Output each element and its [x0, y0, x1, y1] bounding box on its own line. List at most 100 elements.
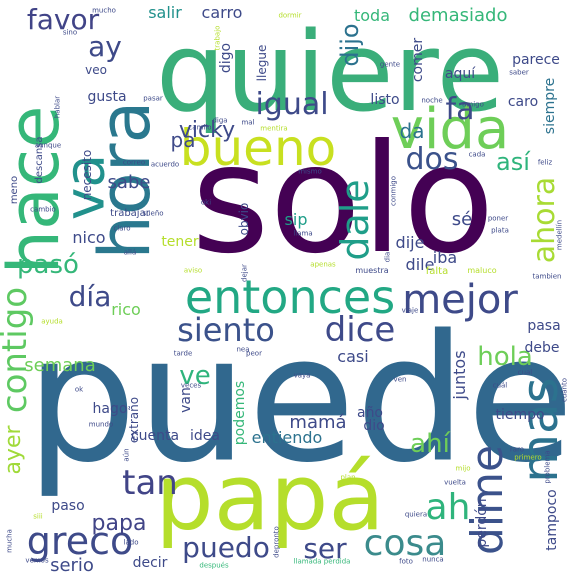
word-vicky: vicky: [178, 118, 236, 143]
word-camilo: camilo: [188, 123, 212, 132]
word-demasiado: demasiado: [408, 5, 508, 26]
word-dio: dio: [363, 418, 385, 434]
word-aviso: aviso: [183, 266, 203, 275]
word-cual: cual: [517, 368, 533, 377]
word-cambio: cambio: [30, 205, 56, 214]
word-nunca: nunca: [422, 555, 444, 564]
word-quiera: quiera: [404, 510, 428, 519]
word-caro: caro: [507, 94, 539, 110]
word-aún: aún: [122, 448, 131, 462]
word-oki: oki: [200, 198, 212, 207]
word-contigo: contigo: [0, 286, 35, 414]
word-van: van: [178, 387, 194, 413]
word-veo: veo: [85, 63, 107, 77]
word-ahí: ahí: [410, 429, 450, 459]
word-llamada-perdida: llamada perdida: [293, 557, 351, 566]
word-foto: foto: [399, 557, 413, 566]
word-cuenta: cuenta: [130, 428, 180, 444]
word-semana: semana: [24, 355, 96, 376]
word-serio: serio: [50, 555, 94, 576]
word-nico: nico: [72, 228, 106, 247]
word-siempre: siempre: [542, 77, 558, 135]
word-da: da: [399, 119, 425, 143]
word-vida: vida: [390, 97, 510, 162]
word-vuelta: vuelta: [444, 478, 466, 487]
word-fa: fa: [445, 92, 475, 127]
word-dia: dia: [383, 251, 392, 263]
word-meno: meno: [9, 175, 20, 205]
word-veces: veces: [180, 381, 202, 390]
word-dale: dale: [333, 179, 377, 261]
word-cosa: cosa: [363, 523, 447, 564]
word-sabe: sabe: [107, 172, 151, 193]
word-entiendo: entiendo: [251, 428, 323, 447]
word-salir: salir: [148, 3, 182, 22]
word-diga: diga: [212, 116, 228, 125]
word-mundo: mundo: [88, 420, 114, 429]
word-ok: ok: [74, 385, 84, 394]
word-pa: pa: [170, 128, 196, 152]
word-muestra: muestra: [355, 266, 389, 275]
word-trabajar: trabajar: [110, 208, 150, 219]
word-idea: idea: [190, 428, 220, 444]
word-dijo: dijo: [336, 23, 364, 67]
word-greco: greco: [26, 519, 134, 563]
word-dormir: dormir: [278, 11, 302, 20]
word-tiempo: tiempo: [495, 407, 545, 423]
word-puede: puede: [25, 298, 575, 502]
word-vaya: vaya: [293, 371, 311, 380]
word-mismo: mismo: [298, 167, 322, 176]
word-aquí: aquí: [444, 66, 476, 82]
word-dejar: dejar: [240, 264, 249, 282]
word-mamá: mamá: [289, 412, 347, 433]
word-llama: llama: [293, 229, 313, 238]
word-casi: casi: [337, 347, 369, 366]
word-bueno: bueno: [179, 119, 337, 177]
word-ven: ven: [393, 375, 407, 384]
word-día: día: [68, 280, 112, 313]
word-pasar: pasar: [143, 94, 163, 103]
word-papá: papá: [155, 444, 385, 551]
word-necesito: necesito: [80, 149, 94, 201]
word-mijo: mijo: [455, 464, 471, 473]
word-amigo: amigo: [462, 100, 484, 109]
word-después: después: [199, 561, 229, 570]
word-ayuda: ayuda: [41, 317, 63, 326]
word-juntos: juntos: [450, 350, 469, 400]
word-tampoco: tampoco: [544, 489, 560, 551]
word-sueño: sueño: [142, 209, 164, 218]
word-obvio: obvio: [237, 202, 251, 236]
word-igual: igual: [255, 87, 329, 122]
word-maluco: maluco: [467, 266, 497, 275]
word-ay: ay: [88, 30, 122, 63]
word-pasó: pasó: [17, 250, 79, 280]
word-podemos: podemos: [232, 380, 248, 446]
word-así: así: [496, 148, 530, 176]
word-saber: saber: [509, 68, 529, 77]
word-gente: gente: [379, 60, 401, 69]
word-listo: listo: [370, 92, 400, 108]
word-medellín: medellín: [555, 219, 564, 251]
word-mejor: mejor: [402, 277, 518, 323]
word-vemos: vemos: [25, 556, 49, 565]
word-mentira: mentira: [260, 124, 288, 133]
word-viaje: viaje: [401, 306, 419, 315]
word-rico: rico: [111, 300, 141, 319]
word-toda: toda: [353, 6, 391, 25]
word-poner: poner: [487, 214, 509, 223]
word-allá: allá: [123, 248, 137, 257]
word-claro: claro: [113, 224, 131, 233]
word-cuál: cuál: [492, 381, 508, 390]
word-entonces: entonces: [184, 270, 396, 324]
word-dile: dile: [405, 255, 435, 274]
word-hola: hola: [477, 342, 533, 372]
word-nea: nea: [236, 345, 250, 354]
word-acuerdo: acuerdo: [150, 160, 180, 169]
word-apenas: apenas: [310, 260, 336, 269]
word-papa: papa: [91, 511, 147, 536]
word-puedo: puedo: [182, 531, 270, 564]
word-peor: peor: [246, 349, 262, 358]
word-paso: paso: [51, 498, 85, 514]
word-comer: comer: [410, 37, 426, 83]
